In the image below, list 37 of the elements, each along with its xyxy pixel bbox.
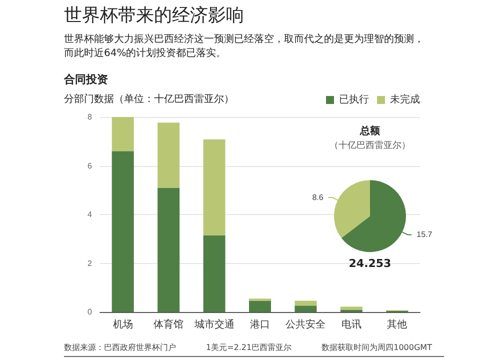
y-tick-label: 0 — [88, 308, 93, 316]
data-label: 8.6 — [312, 192, 324, 202]
bar — [249, 298, 271, 302]
bar — [294, 306, 317, 312]
x-tick-label: 公共安全 — [286, 318, 326, 330]
bar — [158, 122, 180, 188]
chart-subtitle: 世界杯能够大力振兴巴西经济这一预测已经落空，取而代之的是更为理智的预测，而此时近64%的计划投资都已落实。 — [64, 33, 424, 61]
y-tick-label: 8 — [88, 112, 93, 122]
bar — [203, 235, 226, 312]
x-tick-label: 城市交通 — [193, 318, 234, 330]
x-tick-label: 港口 — [250, 318, 270, 330]
chart-title: 世界杯带来的经济影响 — [64, 4, 244, 27]
bar — [158, 188, 180, 312]
bar — [249, 301, 271, 312]
bar — [340, 306, 362, 310]
data-label: 15.7 — [416, 230, 433, 240]
x-tick-label: 其他 — [387, 318, 408, 330]
y-tick-label: 4 — [88, 210, 93, 219]
bar — [112, 117, 134, 152]
x-tick-label: 体育馆 — [154, 318, 184, 330]
legend-label: 未完成 — [390, 94, 420, 106]
source-note: 数据来源：巴西政府世界杯门户 — [64, 342, 176, 353]
bar — [294, 300, 317, 306]
chart-subtitle: （十亿巴西雷亚尔） — [328, 140, 412, 152]
bar — [203, 139, 226, 236]
y-tick-label: 6 — [88, 161, 93, 170]
text: 合同投资 — [64, 72, 108, 87]
x-tick-label: 机场 — [112, 318, 133, 330]
y-tick-label: 2 — [88, 258, 93, 268]
legend-label: 已执行 — [339, 94, 369, 106]
annotation: 24.253 — [348, 257, 392, 270]
text: 1美元=2.21巴西雷亚尔 — [206, 342, 292, 353]
bar — [112, 151, 134, 312]
chart-title: 总额 — [358, 124, 381, 138]
y-axis-title: 分部门数据（单位：十亿巴西雷亚尔） — [64, 92, 234, 106]
text: 数据获取时间为周四1000GMT — [322, 342, 432, 353]
x-tick-label: 电讯 — [341, 318, 362, 330]
